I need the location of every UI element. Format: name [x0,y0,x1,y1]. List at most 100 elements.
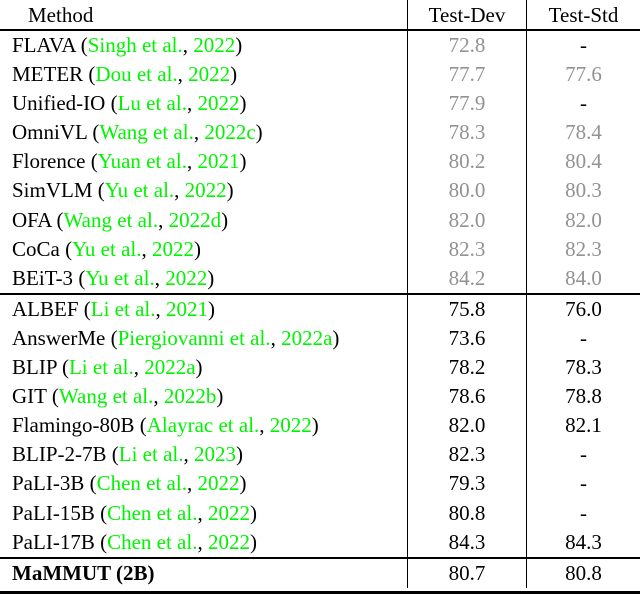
section-ours: MaMMUT (2B) 80.7 80.8 [0,556,640,588]
citation-open-paren: ( [46,384,59,409]
citation-authors-link[interactable]: Wang et al. [58,384,154,409]
citation-authors-link[interactable]: Chen et al. [107,500,198,525]
method-name: CoCa [12,236,60,261]
method-cell: PaLI-15B (Chen et al., 2022) [0,499,407,528]
method-name: FLAVA [12,33,76,57]
method-name: ALBEF [12,296,79,321]
citation-close-paren: ) [239,149,247,174]
citation: (Yuan et al., 2021) [85,149,247,174]
method-cell: METER (Dou et al., 2022) [0,60,407,89]
method-name: METER [12,62,84,87]
test-dev-value: 82.3 [407,440,526,470]
citation: (Lu et al., 2022) [105,91,247,116]
citation-authors-link[interactable]: Chen et al. [107,529,198,554]
test-std-value: - [526,469,640,499]
citation-year-link[interactable]: 2023 [193,442,236,467]
method-cell: ALBEF (Li et al., 2021) [0,295,407,324]
citation-year-link[interactable]: 2022 [207,529,250,554]
citation-year-link[interactable]: 2022 [197,471,240,496]
citation-open-paren: ( [94,500,108,525]
table-row: OFA (Wang et al., 2022d) 82.0 82.0 [0,205,640,235]
citation-authors-link[interactable]: Yuan et al. [97,149,187,174]
table-row: PaLI-3B (Chen et al., 2022) 79.3 - [0,469,640,499]
citation-comma: , [177,62,189,87]
citation-year-link[interactable]: 2022 [165,265,208,290]
citation-open-paren: ( [84,471,97,496]
table-row: METER (Dou et al., 2022) 77.7 77.6 [0,60,640,90]
method-cell: CoCa (Yu et al., 2022) [0,235,407,264]
method-cell: BLIP (Li et al., 2022a) [0,353,407,382]
table-row: BLIP-2-7B (Li et al., 2023) 82.3 - [0,440,640,470]
citation-authors-link[interactable]: Li et al. [68,355,134,380]
citation-open-paren: ( [73,265,86,290]
method-name: OmniVL [12,120,88,145]
citation-authors-link[interactable]: Wang et al. [63,207,159,232]
test-dev-value: 77.7 [407,60,526,90]
citation-close-paren: ) [195,355,203,380]
table-row: AnswerMe (Piergiovanni et al., 2022a) 73… [0,323,640,354]
citation-open-paren: ( [75,33,88,57]
citation-authors-link[interactable]: Alayrac et al. [146,413,260,438]
citation-year-link[interactable]: 2022 [188,62,231,87]
citation-authors-link[interactable]: Yu et al. [85,265,155,290]
citation-authors-link[interactable]: Piergiovanni et al. [117,325,271,350]
citation-year-link[interactable]: 2022 [197,91,240,116]
citation: (Li et al., 2023) [107,442,243,466]
test-dev-value: 78.6 [407,382,526,412]
citation-year-link[interactable]: 2022a [144,355,196,380]
test-dev-value: 80.0 [407,176,526,206]
table-row: Unified-IO (Lu et al., 2022) 77.9 - [0,89,640,119]
method-cell: OmniVL (Wang et al., 2022c) [0,118,407,147]
method-cell: BEiT-3 (Yu et al., 2022) [0,264,407,293]
section-grayed-models: FLAVA (Singh et al., 2022) 72.8 - METER … [0,31,640,293]
test-std-value: 84.3 [526,527,640,557]
method-cell: PaLI-17B (Chen et al., 2022) [0,528,407,557]
citation-year-link[interactable]: 2022 [184,178,227,203]
method-cell: OFA (Wang et al., 2022d) [0,206,407,235]
citation-year-link[interactable]: 2022 [269,413,312,438]
citation-authors-link[interactable]: Singh et al. [87,33,183,57]
citation-authors-link[interactable]: Dou et al. [95,62,178,87]
citation-year-link[interactable]: 2022 [207,500,250,525]
test-std-value: 76.0 [526,294,640,324]
test-std-value: 82.0 [526,205,640,235]
citation-year-link[interactable]: 2022 [152,236,194,261]
citation-comma: , [259,413,270,438]
citation-year-link[interactable]: 2022 [193,33,236,57]
test-dev-value: 77.9 [407,89,526,119]
citation-open-paren: ( [78,296,91,321]
citation-authors-link[interactable]: Yu et al. [72,236,142,261]
test-std-value: 80.8 [526,558,640,588]
citation: (Alayrac et al., 2022) [135,413,319,437]
test-std-value: - [526,323,640,354]
test-dev-value: 78.2 [407,353,526,383]
citation-year-link[interactable]: 2022b [163,384,217,409]
table-row: PaLI-15B (Chen et al., 2022) 80.8 - [0,498,640,528]
citation: (Yu et al., 2022) [73,266,214,290]
citation-authors-link[interactable]: Yu et al. [104,178,175,203]
method-cell: PaLI-3B (Chen et al., 2022) [0,469,407,498]
test-dev-value: 78.3 [407,118,526,148]
citation: (Wang et al., 2022d) [51,207,229,232]
citation-year-link[interactable]: 2021 [166,296,208,321]
citation-year-link[interactable]: 2022a [281,325,333,350]
citation-open-paren: ( [83,62,96,87]
method-name: AnswerMe [12,325,106,350]
citation: (Li et al., 2022a) [57,355,203,379]
test-dev-value: 80.2 [407,147,526,177]
citation-authors-link[interactable]: Li et al. [90,296,156,321]
citation-authors-link[interactable]: Chen et al. [96,471,187,496]
table-row: SimVLM (Yu et al., 2022) 80.0 80.3 [0,176,640,206]
method-name: GIT [12,384,47,409]
citation-authors-link[interactable]: Wang et al. [99,120,194,145]
test-std-value: 82.3 [526,234,640,264]
citation-close-paren: ) [208,296,215,321]
method-name: PaLI-3B [12,471,85,496]
citation-year-link[interactable]: 2022c [204,120,256,145]
citation-year-link[interactable]: 2022d [168,207,222,232]
citation-year-link[interactable]: 2021 [197,149,240,174]
citation-authors-link[interactable]: Lu et al. [117,91,187,116]
table-row: ALBEF (Li et al., 2021) 75.8 76.0 [0,294,640,324]
citation-authors-link[interactable]: Li et al. [118,442,184,467]
